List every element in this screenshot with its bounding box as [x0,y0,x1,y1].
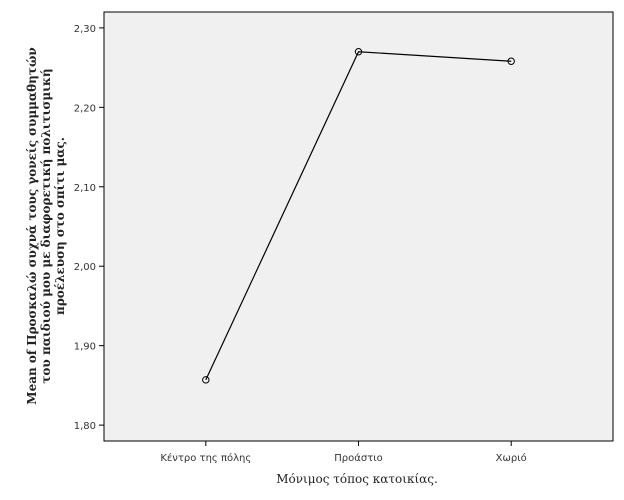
y-axis-label: Mean of Προσκαλώ συχνά τους γονείς συμμα… [25,47,67,404]
y-tick-label: 2,10 [74,183,96,194]
x-tick-label: Κέντρο της πόλης [160,452,251,464]
y-tick-label: 1,80 [74,421,96,432]
plot-area [103,11,614,442]
x-axis: Κέντρο της πόλης Προάστιο Χωριό [160,441,527,464]
x-tick-label: Προάστιο [334,452,382,464]
series-group [202,48,515,384]
y-axis-label-line: προέλευση στο σπίτι μας. [53,137,67,315]
y-axis: 1,80 1,90 2,00 2,10 2,20 2,30 [74,24,104,432]
y-axis-label-line: του παιδιού μου με διαφορετική πολιτισμι… [39,68,53,383]
data-point [202,376,210,384]
series-line [205,51,512,381]
y-axis-label-text: Mean of Προσκαλώ συχνά τους γονείς συμμα… [25,47,67,404]
y-axis-label-line: Mean of Προσκαλώ συχνά τους γονείς συμμα… [25,47,39,404]
x-axis-label: Μόνιμος τόπος κατοικίας. [276,472,438,486]
y-tick-label: 2,20 [74,103,96,114]
x-tick-label: Χωριό [496,452,527,464]
y-tick-label: 1,90 [74,342,96,353]
data-point [507,57,515,65]
y-tick-label: 2,30 [74,24,96,35]
data-point [354,48,363,56]
y-tick-label: 2,00 [74,262,96,273]
